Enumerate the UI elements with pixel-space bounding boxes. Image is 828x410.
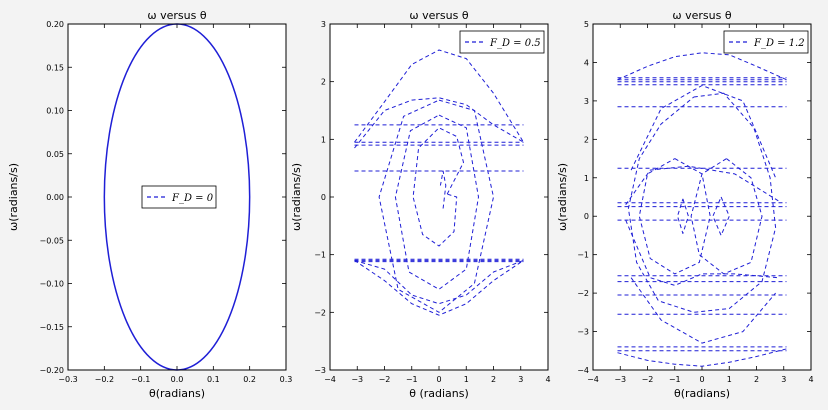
x-tick-label: 4	[545, 375, 550, 384]
trajectory-segment	[625, 165, 779, 205]
x-tick-label: −0.2	[95, 375, 114, 384]
legend: F_D = 0	[141, 185, 217, 209]
trajectory-segment	[638, 158, 711, 275]
x-tick-label: 1	[727, 375, 732, 384]
y-tick-label: −0.20	[39, 366, 64, 375]
x-tick-label: 4	[808, 375, 813, 384]
y-tick-label: −3	[314, 366, 326, 375]
y-tick-label: 5	[584, 20, 589, 29]
x-tick-label: −3	[614, 375, 626, 384]
x-tick-label: −2	[642, 375, 654, 384]
legend-label: F_D = 1.2	[753, 38, 805, 49]
x-tick-label: −4	[587, 375, 599, 384]
x-tick-label: 0	[436, 375, 441, 384]
x-tick-label: −0.3	[58, 375, 77, 384]
x-tick-label: 3	[518, 375, 523, 384]
x-tick-label: −2	[379, 375, 391, 384]
x-axis-label: θ (radians)	[409, 387, 469, 400]
x-tick-label: −1	[669, 375, 681, 384]
y-axis-label: ω(radians/s)	[556, 163, 569, 231]
y-tick-label: 2	[584, 135, 589, 144]
trajectory-segment	[677, 198, 689, 234]
x-tick-label: 3	[781, 375, 786, 384]
x-tick-label: 0.1	[207, 375, 220, 384]
y-tick-label: −1	[577, 251, 589, 260]
legend-box	[723, 30, 809, 54]
x-tick-label: 0.0	[171, 375, 184, 384]
y-tick-label: 0.20	[46, 20, 64, 29]
y-tick-label: 4	[584, 58, 589, 67]
x-tick-label: −1	[406, 375, 418, 384]
legend: F_D = 1.2	[723, 30, 809, 54]
y-tick-label: −0.05	[39, 236, 64, 245]
legend-label: F_D = 0	[171, 193, 214, 204]
y-tick-label: 1	[584, 174, 589, 183]
trajectory-segment	[354, 49, 524, 143]
plot-title: ω versus θ	[672, 9, 731, 22]
y-tick-label: 0.15	[46, 63, 64, 72]
trajectory-segment	[378, 99, 494, 313]
y-tick-label: −1	[314, 251, 326, 260]
y-axis-label: ω(radians/s)	[7, 163, 20, 231]
y-tick-label: 0	[321, 193, 326, 202]
trajectory-segment	[354, 259, 524, 316]
x-tick-label: −0.1	[131, 375, 150, 384]
trajectory-segment	[354, 259, 524, 305]
axes-frame	[67, 23, 287, 371]
y-tick-label: 3	[321, 20, 326, 29]
y-tick-label: 0.00	[46, 193, 64, 202]
y-tick-label: −2	[577, 289, 589, 298]
trajectory-segment	[627, 92, 777, 313]
x-tick-label: 0.3	[280, 375, 293, 384]
y-tick-label: −4	[577, 366, 589, 375]
legend-box	[459, 30, 545, 54]
y-tick-label: 2	[321, 78, 326, 87]
y-tick-label: −2	[314, 308, 326, 317]
y-tick-label: 0.05	[46, 150, 64, 159]
x-tick-label: 2	[491, 375, 496, 384]
y-tick-label: −0.15	[39, 323, 64, 332]
trajectory-segment	[625, 219, 779, 286]
y-axis-label: ω(radians/s)	[290, 163, 303, 231]
plot-title: ω versus θ	[409, 9, 468, 22]
x-axis-label: θ(radians)	[674, 387, 730, 400]
y-tick-label: −0.10	[39, 280, 64, 289]
y-tick-label: 1	[321, 135, 326, 144]
y-tick-label: −3	[577, 328, 589, 337]
y-tick-label: 3	[584, 97, 589, 106]
legend-label: F_D = 0.5	[489, 38, 541, 49]
trajectory-segment	[630, 277, 776, 344]
trajectory-segment	[630, 85, 777, 178]
trajectory-segment	[690, 158, 763, 275]
legend: F_D = 0.5	[459, 30, 545, 54]
x-tick-label: 0.2	[243, 375, 256, 384]
plot-title: ω versus θ	[147, 9, 206, 22]
phase-plot-fd-1.2: −4 −3 −2 −1 0 1 2 3 4 −4 −3 −2 −1 0 1 2 3 4 5 ω versus θ θ…	[556, 9, 814, 400]
x-axis-label: θ(radians)	[149, 387, 205, 400]
x-tick-label: 1	[464, 375, 469, 384]
x-tick-label: −4	[324, 375, 336, 384]
y-tick-label: 0	[584, 212, 589, 221]
plot-area	[330, 24, 548, 370]
trajectory-segment	[617, 348, 787, 367]
y-tick-label: 0.10	[46, 107, 64, 116]
phase-plot-fd-0: −0.3 −0.2 −0.1 0.0 0.1 0.2 0.3 −0.20 −0.15 −0.10 −…	[7, 9, 292, 400]
x-tick-label: −3	[351, 375, 363, 384]
legend-box	[141, 185, 217, 209]
x-tick-label: 0	[699, 375, 704, 384]
axes-frame	[592, 23, 812, 371]
trajectory-segment	[439, 170, 447, 209]
x-tick-label: 2	[754, 375, 759, 384]
axes-frame	[329, 23, 549, 371]
